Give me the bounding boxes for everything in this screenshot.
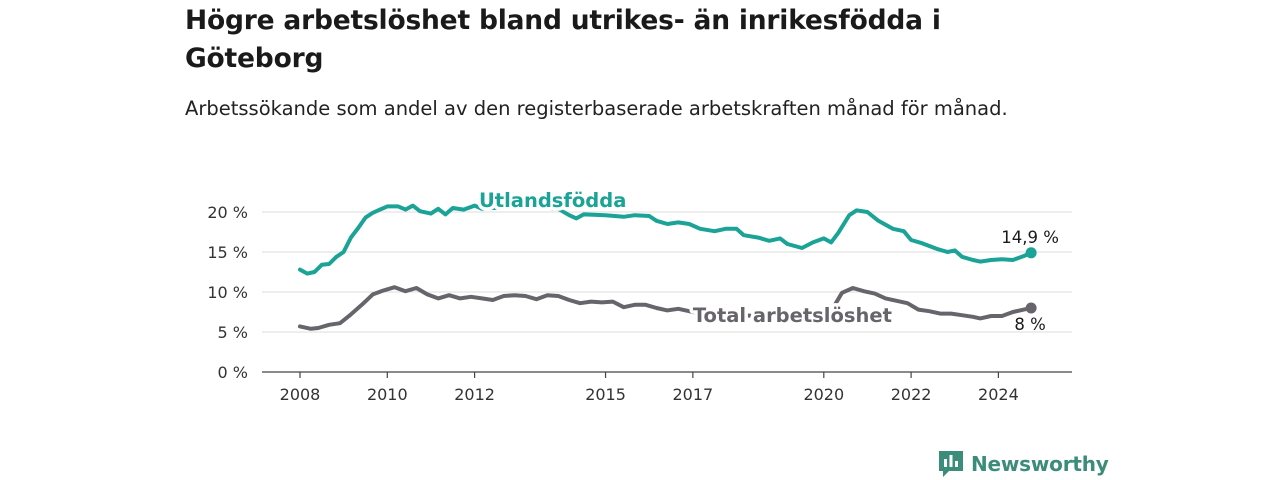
chart-title: Högre arbetslöshet bland utrikes- än inr…: [185, 5, 941, 74]
grid-lines: [262, 211, 1072, 373]
y-tick-label: 0 %: [218, 363, 248, 382]
y-tick-label: 15 %: [207, 243, 248, 262]
series-label-halo: Utlandsfödda: [479, 189, 626, 212]
x-tick-label: 2008: [280, 385, 321, 404]
x-axis: 2008 2010 2012 2015 2017 2020 2022 2024: [280, 372, 1019, 404]
series-label-halo: Total arbetslöshet: [693, 304, 892, 327]
end-value-label: 8 %: [1014, 315, 1045, 334]
x-tick-label: 2024: [978, 385, 1019, 404]
y-axis-ticks: 0 % 5 % 10 % 15 % 20 %: [207, 203, 248, 382]
line-chart: 0 %5 %10 %15 %20 % 2008 2010 2012 2015 2017 2…: [207, 186, 1072, 404]
newsworthy-logo-icon: [939, 451, 963, 477]
x-tick-label: 2015: [585, 385, 626, 404]
chart-subtitle: Arbetssökande som andel av den registerb…: [185, 97, 1008, 120]
x-tick-label: 2022: [891, 385, 932, 404]
brand-name: Newsworthy: [971, 452, 1109, 476]
series-label: Utlandsfödda: [479, 189, 626, 212]
series-end-point: [1025, 302, 1037, 314]
y-tick-label: 20 %: [207, 203, 248, 222]
y-tick-label: 10 %: [207, 283, 248, 302]
x-tick-label: 2012: [454, 385, 495, 404]
x-tick-label: 2017: [672, 385, 713, 404]
x-tick-label: 2020: [803, 385, 844, 404]
y-tick-label: 5 %: [218, 323, 248, 342]
x-tick-label: 2010: [367, 385, 408, 404]
end-value-label: 14,9 %: [1001, 228, 1059, 247]
series-end-point: [1025, 247, 1037, 259]
series-label: Total arbetslöshet: [693, 304, 892, 327]
series-line-utlandsfodda: [298, 203, 1034, 276]
series-lines: [298, 203, 1037, 331]
brand-logo: Newsworthy: [937, 448, 1109, 480]
series-line-total: [298, 285, 1034, 331]
